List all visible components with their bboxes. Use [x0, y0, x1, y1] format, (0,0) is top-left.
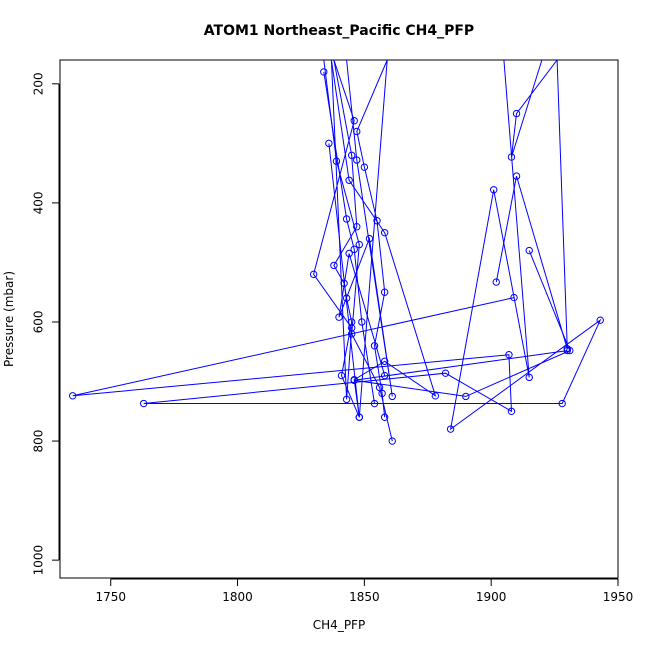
data-point [353, 223, 361, 231]
data-point [358, 318, 366, 326]
y-axis-label: Pressure (mbar) [2, 271, 16, 367]
data-point [446, 425, 455, 433]
data-point [347, 324, 356, 332]
y-tick-label: 800 [32, 430, 46, 453]
data-point [140, 399, 148, 408]
data-point [320, 68, 328, 76]
series-line [333, 60, 388, 418]
plot-frame [59, 59, 619, 579]
data-point [345, 176, 353, 184]
data-point [350, 117, 358, 125]
y-tick-label: 400 [32, 191, 46, 214]
data-point [490, 186, 498, 194]
data-point [342, 215, 351, 223]
data-point [335, 313, 343, 321]
series-line [354, 250, 571, 397]
data-point [330, 261, 338, 270]
x-axis-label: CH4_PFP [313, 618, 365, 632]
x-tick-label: 1850 [349, 590, 380, 604]
series-line [313, 60, 355, 400]
data-point [380, 228, 389, 237]
data-point [431, 392, 440, 400]
data-point [563, 346, 571, 355]
data-point [505, 351, 513, 359]
y-tick-label: 600 [32, 311, 46, 334]
data-point [566, 346, 574, 355]
data-point [388, 392, 396, 401]
data-point [350, 245, 358, 254]
data-point [380, 288, 389, 296]
x-tick-label: 1950 [603, 590, 634, 604]
series-line [338, 60, 393, 397]
data-point [370, 342, 379, 350]
data-point [355, 240, 363, 249]
data-point [347, 151, 356, 159]
x-tick-label: 1800 [222, 590, 253, 604]
data-point [355, 413, 363, 421]
x-tick-label: 1900 [476, 590, 507, 604]
data-point [309, 270, 318, 279]
data-point [512, 172, 521, 180]
chart-title: ATOM1 Northeast_Pacific CH4_PFP [204, 23, 474, 39]
data-point [342, 395, 351, 404]
data-point [350, 376, 358, 385]
data-point [380, 357, 389, 365]
data-point [68, 392, 77, 400]
x-tick-label: 1750 [95, 590, 126, 604]
data-point [507, 407, 516, 415]
series-line [328, 60, 437, 418]
y-tick-label: 1000 [32, 545, 46, 576]
data-point [510, 293, 518, 302]
data-point [525, 246, 533, 255]
data-point [337, 371, 346, 380]
data-point [380, 413, 389, 421]
data-point [325, 139, 333, 148]
data-point [388, 437, 396, 445]
data-point [353, 156, 361, 164]
data-point [512, 109, 521, 118]
data-point [360, 163, 369, 171]
data-point [373, 217, 381, 225]
series-line [72, 60, 602, 431]
series-line [323, 71, 375, 404]
data-point [492, 278, 500, 286]
x-axis: 1750 1800 1850 1900 1950 [95, 578, 634, 604]
y-axis: 200 400 600 800 1000 [32, 72, 60, 575]
y-tick-label: 200 [32, 72, 46, 95]
series-line [323, 60, 393, 442]
data-point [365, 234, 374, 243]
plot-area [68, 60, 604, 445]
data-point [507, 153, 516, 161]
data-point [558, 399, 566, 408]
data-point [596, 316, 604, 324]
data-point [345, 249, 353, 258]
data-point [441, 369, 450, 377]
data-point [462, 392, 470, 401]
series-line [495, 60, 568, 349]
data-point [525, 373, 533, 382]
